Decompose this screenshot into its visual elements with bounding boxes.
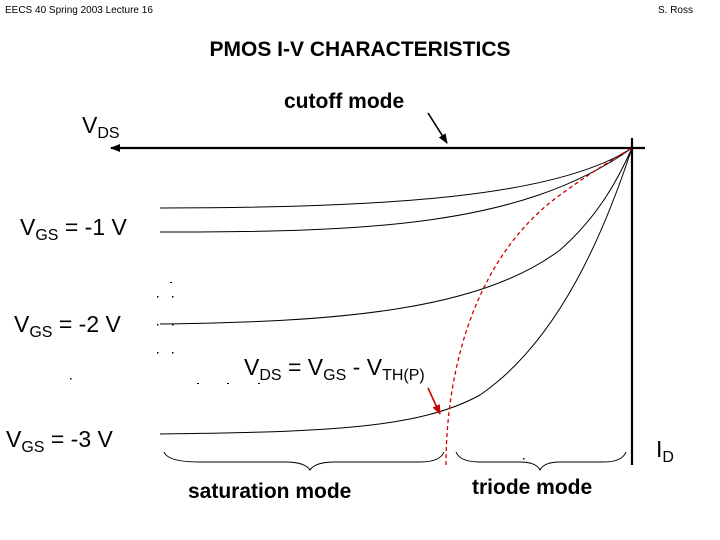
vds-axis-label: VDS [82,112,120,142]
vgs-3-label: VGS = -3 V [6,426,113,456]
curve-vgs-2 [159,147,633,325]
cutoff-mode-label: cutoff mode [284,90,405,113]
header-author: S. Ross [657,5,693,16]
sat-triode-boundary [445,147,633,466]
slide-title: PMOS I-V CHARACTERISTICS [209,38,511,61]
boundary-equation: VDS = VGS - VTH(P) [244,354,425,384]
triode-mode-label: triode mode [472,476,593,499]
vgs-2-label: VGS = -2 V [14,311,121,341]
vgs-1-label: VGS = -1 V [20,214,127,244]
curve-vgs-3 [159,147,633,435]
saturation-mode-label: saturation mode [188,480,352,503]
stray-dots [70,282,525,460]
id-axis-label: ID [656,436,674,466]
cutoff-pointer [427,112,448,144]
header-course: EECS 40 Spring 2003 Lecture 16 [5,5,153,16]
cutoff-curve-2 [159,147,633,209]
curve-vgs-1 [159,147,633,233]
boundary-pointer [427,387,441,415]
triode-brace [455,451,627,472]
saturation-brace [163,451,445,471]
